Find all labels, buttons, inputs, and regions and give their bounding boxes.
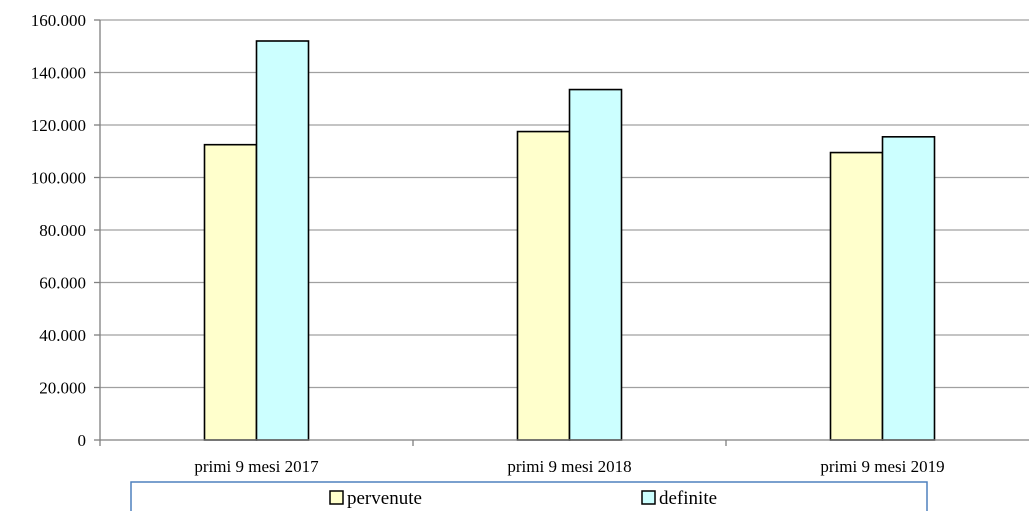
bar-pervenute [829, 151, 884, 441]
legend: pervenute definite [130, 481, 928, 511]
y-tick-labels: 0 20.000 40.000 60.000 80.000 100.000 120.000 1… [31, 11, 86, 450]
bar-definite [881, 136, 936, 441]
bar-definite [568, 88, 623, 441]
legend-swatch-definite [641, 490, 656, 505]
legend-box [130, 481, 928, 511]
y-tick-label: 80.000 [39, 221, 86, 240]
bar-pervenute [516, 130, 571, 441]
legend-swatch-pervenute [329, 490, 344, 505]
bars [203, 40, 936, 441]
y-tick-label: 60.000 [39, 274, 86, 293]
bar-definite [255, 40, 310, 441]
y-tick-label: 120.000 [31, 116, 86, 135]
y-tick-label: 140.000 [31, 64, 86, 83]
legend-label-pervenute: pervenute [347, 488, 422, 509]
y-tick-label: 20.000 [39, 379, 86, 398]
axes [94, 19, 1029, 446]
bar-pervenute [203, 143, 258, 441]
y-tick-label: 160.000 [31, 11, 86, 30]
x-tick-labels: primi 9 mesi 2017 primi 9 mesi 2018 primi … [194, 457, 944, 476]
y-tick-label: 40.000 [39, 326, 86, 345]
legend-label-definite: definite [659, 488, 717, 509]
y-tick-label: 100.000 [31, 169, 86, 188]
x-tick-label: primi 9 mesi 2018 [507, 457, 631, 476]
y-tick-label: 0 [78, 431, 87, 450]
x-tick-label: primi 9 mesi 2017 [194, 457, 319, 476]
x-tick-label: primi 9 mesi 2019 [820, 457, 944, 476]
